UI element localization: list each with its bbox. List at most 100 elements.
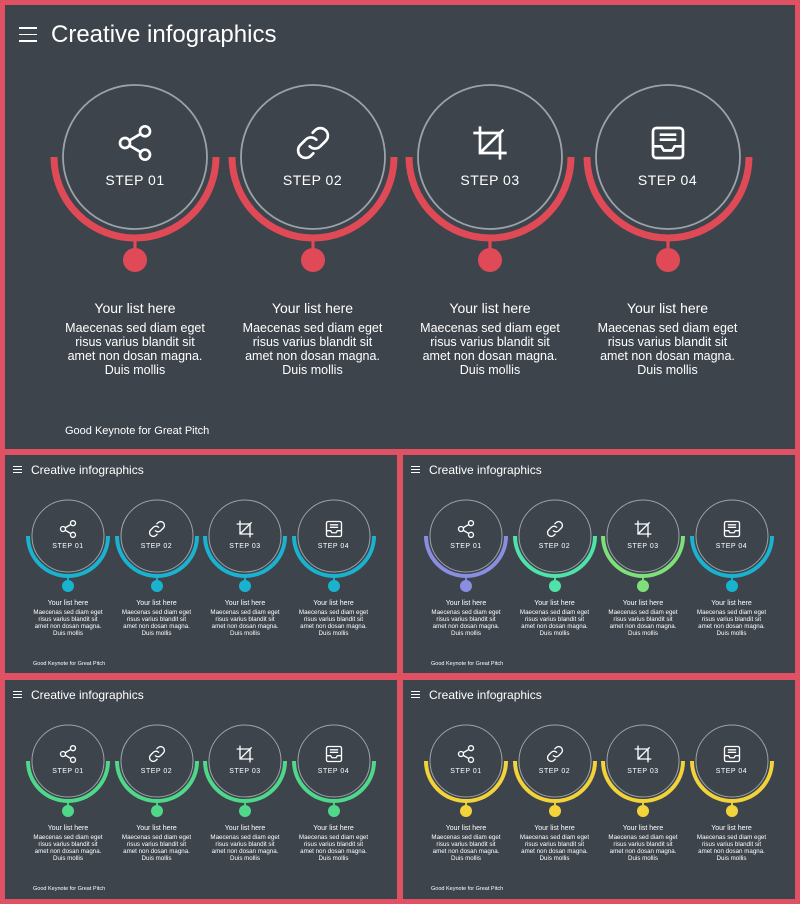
link-icon bbox=[545, 519, 565, 539]
list-description: Maecenas sed diam eget risus varius blan… bbox=[696, 834, 767, 863]
share-icon bbox=[58, 744, 78, 764]
ring-outline bbox=[297, 724, 370, 798]
step-inner: STEP 03 bbox=[597, 744, 689, 775]
footer-text: Good Keynote for Great Pitch bbox=[431, 661, 504, 667]
step-inner: STEP 04 bbox=[686, 519, 778, 550]
step-dot bbox=[327, 805, 340, 817]
step-ring bbox=[288, 490, 380, 603]
step-dot bbox=[239, 580, 251, 592]
slide-cyan: Creative infographics STEP 01 Your list he… bbox=[5, 455, 397, 673]
list-title: Your list here bbox=[626, 300, 709, 316]
slide-header: Creative infographics bbox=[411, 687, 542, 703]
step-label: STEP 04 bbox=[637, 171, 698, 188]
crop-icon bbox=[633, 744, 653, 764]
list-title: Your list here bbox=[445, 825, 487, 832]
list-title: Your list here bbox=[47, 825, 89, 832]
step-inner: STEP 01 bbox=[45, 123, 225, 188]
step-label: STEP 02 bbox=[140, 543, 173, 551]
menu-icon[interactable] bbox=[411, 691, 420, 699]
ring-outline bbox=[120, 724, 193, 798]
step-label: STEP 03 bbox=[229, 768, 261, 776]
list-title: Your list here bbox=[271, 300, 354, 316]
step-ring bbox=[686, 715, 778, 828]
share-icon bbox=[456, 744, 476, 764]
step-inner: STEP 01 bbox=[22, 519, 114, 550]
ring-outline bbox=[208, 499, 282, 573]
step-dot bbox=[725, 580, 738, 592]
list-title: Your list here bbox=[47, 600, 89, 607]
step-dot bbox=[150, 580, 163, 592]
step-inner: STEP 01 bbox=[420, 519, 512, 550]
ring-outline bbox=[695, 724, 768, 798]
list-title: Your list here bbox=[534, 600, 575, 607]
step-inner: STEP 04 bbox=[288, 744, 380, 775]
menu-icon[interactable] bbox=[411, 466, 420, 474]
step-dot bbox=[725, 805, 738, 817]
ring-outline bbox=[695, 499, 768, 573]
step-4: STEP 04 bbox=[288, 715, 380, 823]
step-label: STEP 02 bbox=[282, 171, 343, 188]
list-title: Your list here bbox=[711, 600, 752, 607]
step-2: STEP 02 bbox=[509, 715, 601, 823]
step-label: STEP 01 bbox=[450, 543, 482, 551]
ring-outline bbox=[518, 499, 591, 573]
ring-outline bbox=[208, 724, 282, 798]
step-text: Your list here Maecenas sed diam eget ris… bbox=[223, 300, 403, 377]
list-description: Maecenas sed diam eget risus varius blan… bbox=[420, 320, 560, 377]
ring-outline bbox=[417, 84, 563, 230]
step-label: STEP 02 bbox=[538, 543, 571, 551]
step-ring bbox=[420, 490, 512, 603]
list-description: Maecenas sed diam eget risus varius blan… bbox=[121, 834, 192, 863]
step-2: STEP 02 bbox=[223, 67, 403, 278]
step-text: Your list here Maecenas sed diam eget ris… bbox=[510, 825, 600, 862]
step-3: STEP 03 bbox=[400, 67, 580, 278]
step-label: STEP 04 bbox=[317, 543, 350, 551]
step-label: STEP 02 bbox=[538, 768, 571, 776]
list-title: Your list here bbox=[711, 825, 752, 832]
step-label: STEP 03 bbox=[460, 171, 520, 188]
step-ring bbox=[420, 715, 512, 828]
step-text: Your list here Maecenas sed diam eget ris… bbox=[421, 600, 511, 637]
step-ring bbox=[199, 490, 291, 603]
step-inner: STEP 03 bbox=[400, 123, 580, 188]
step-dot bbox=[460, 805, 472, 817]
link-icon bbox=[545, 744, 565, 764]
list-description: Maecenas sed diam eget risus varius blan… bbox=[210, 609, 280, 638]
slide-header: Creative infographics bbox=[13, 462, 144, 478]
crop-icon bbox=[235, 519, 255, 539]
step-3: STEP 03 bbox=[597, 715, 689, 823]
list-title: Your list here bbox=[136, 825, 177, 832]
step-inner: STEP 02 bbox=[111, 744, 203, 775]
step-text: Your list here Maecenas sed diam eget ris… bbox=[289, 825, 379, 862]
step-dot bbox=[460, 580, 472, 592]
step-text: Your list here Maecenas sed diam eget ris… bbox=[578, 300, 758, 377]
link-icon bbox=[147, 519, 167, 539]
step-ring bbox=[509, 715, 601, 828]
step-label: STEP 04 bbox=[317, 768, 350, 776]
step-text: Your list here Maecenas sed diam eget ris… bbox=[289, 600, 379, 637]
list-description: Maecenas sed diam eget risus varius blan… bbox=[65, 320, 205, 377]
ring-outline bbox=[429, 499, 503, 573]
step-ring bbox=[223, 67, 403, 283]
step-dot bbox=[637, 805, 649, 817]
step-label: STEP 01 bbox=[450, 768, 482, 776]
list-description: Maecenas sed diam eget risus varius blan… bbox=[210, 834, 280, 863]
list-description: Maecenas sed diam eget risus varius blan… bbox=[608, 834, 678, 863]
menu-icon[interactable] bbox=[19, 27, 37, 42]
step-text: Your list here Maecenas sed diam eget ris… bbox=[23, 825, 113, 862]
step-ring bbox=[509, 490, 601, 603]
step-inner: STEP 01 bbox=[22, 744, 114, 775]
menu-icon[interactable] bbox=[13, 466, 22, 474]
menu-icon[interactable] bbox=[13, 691, 22, 699]
list-title: Your list here bbox=[622, 825, 664, 832]
list-title: Your list here bbox=[136, 600, 177, 607]
list-description: Maecenas sed diam eget risus varius blan… bbox=[519, 834, 590, 863]
step-label: STEP 03 bbox=[229, 543, 261, 551]
step-4: STEP 04 bbox=[578, 67, 758, 278]
crop-icon bbox=[235, 744, 255, 764]
step-ring bbox=[400, 67, 580, 283]
step-inner: STEP 02 bbox=[111, 519, 203, 550]
step-text: Your list here Maecenas sed diam eget ris… bbox=[23, 600, 113, 637]
step-text: Your list here Maecenas sed diam eget ris… bbox=[200, 825, 290, 862]
list-title: Your list here bbox=[622, 600, 664, 607]
